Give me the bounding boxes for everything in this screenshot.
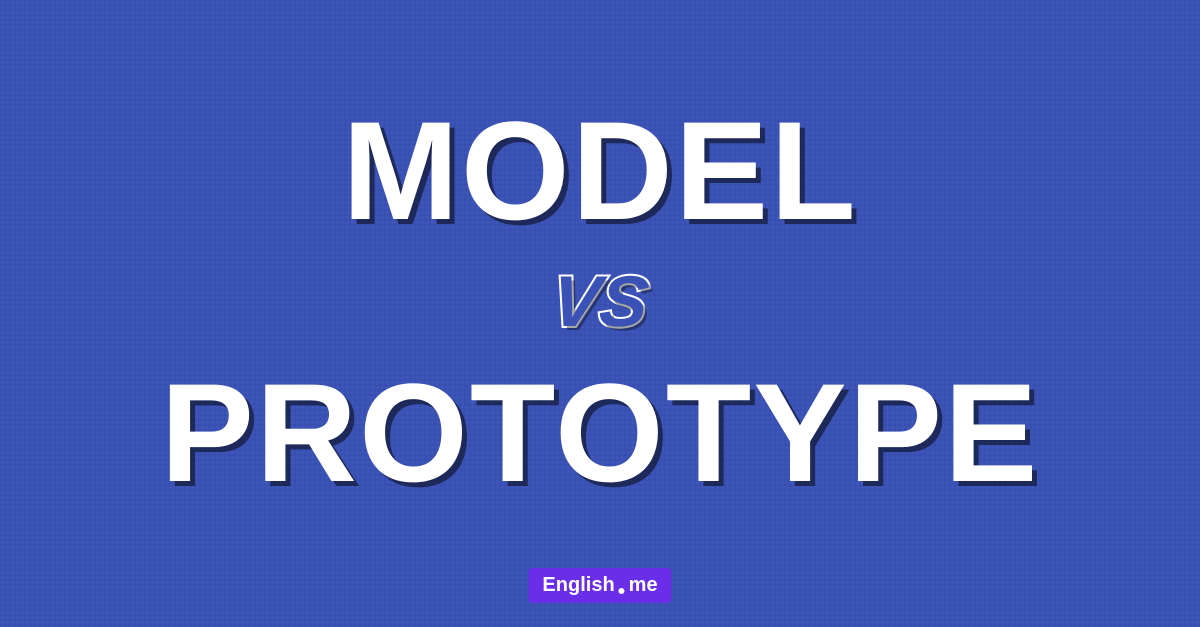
word-top: MODEL: [342, 101, 858, 241]
brand-text-right: me: [629, 574, 658, 597]
word-bottom: PROTOTYPE: [161, 363, 1040, 503]
brand-text-left: English: [542, 574, 614, 597]
brand-badge: English me: [528, 568, 671, 603]
headline-stack: MODEL VS PROTOTYPE: [161, 101, 1040, 503]
dot-icon: [619, 588, 625, 594]
vs-label: VS: [548, 266, 652, 338]
infographic-canvas: MODEL VS PROTOTYPE English me: [0, 0, 1200, 627]
